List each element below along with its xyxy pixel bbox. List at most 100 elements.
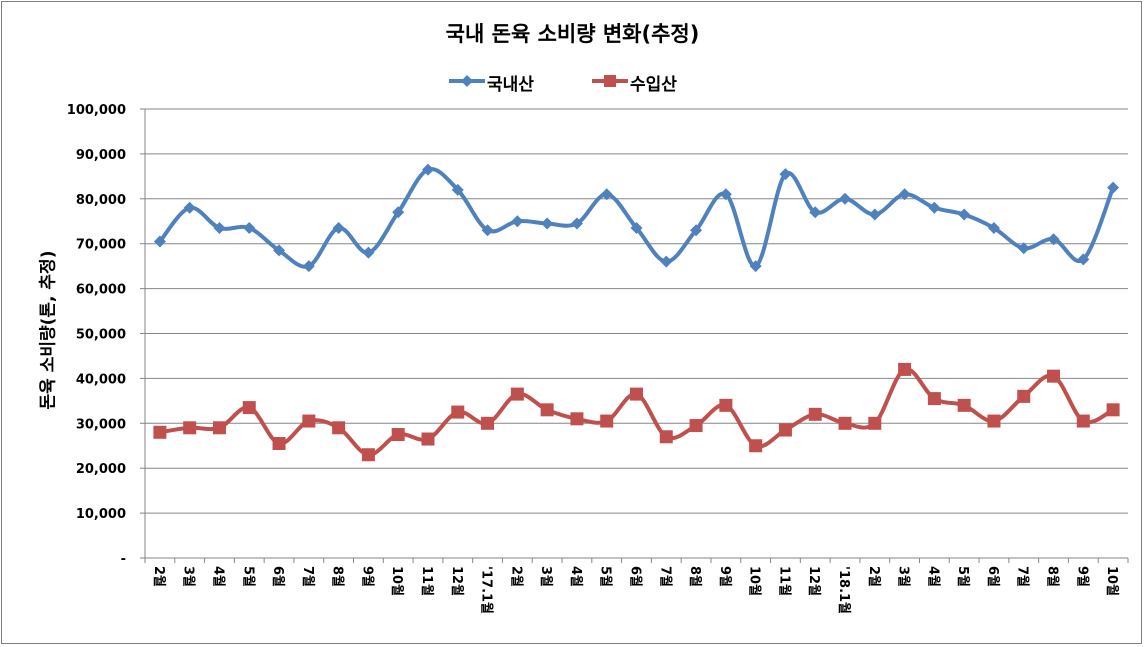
data-point-1: [302, 414, 316, 428]
data-point-1: [659, 430, 673, 444]
data-point-1: [689, 419, 703, 433]
x-tick-label: 3월: [896, 566, 912, 587]
data-point-0: [451, 183, 464, 196]
series-line-0: [158, 167, 1115, 269]
x-tick-label: 3월: [538, 566, 554, 587]
series-lines: [158, 167, 1115, 457]
data-point-1: [272, 437, 286, 451]
data-point-1: [570, 412, 584, 426]
x-tick-label: 2월: [151, 566, 167, 587]
y-tick-label: 10,000: [76, 507, 126, 522]
data-point-0: [153, 235, 166, 248]
x-tick-label: 10월: [1104, 566, 1120, 596]
data-point-1: [838, 416, 852, 430]
data-point-0: [719, 188, 732, 201]
x-tick-label: 7월: [657, 566, 673, 587]
x-tick-label: 4월: [568, 566, 584, 587]
x-tick-label: 9월: [359, 566, 375, 587]
y-tick-label: 30,000: [76, 417, 126, 432]
data-point-1: [987, 414, 1001, 428]
data-point-0: [1047, 233, 1060, 246]
x-tick-label: 5월: [240, 566, 256, 587]
data-point-0: [392, 206, 405, 219]
data-point-0: [302, 260, 315, 273]
data-point-0: [809, 206, 822, 219]
x-tick-label: 2월: [508, 566, 524, 587]
data-point-0: [570, 217, 583, 230]
data-point-1: [778, 423, 792, 437]
x-tick-label: '17.1월: [479, 566, 495, 614]
data-point-0: [243, 221, 256, 234]
data-point-1: [242, 401, 256, 415]
data-point-0: [779, 168, 792, 181]
data-point-0: [183, 201, 196, 214]
y-tick-label: 60,000: [76, 283, 126, 298]
data-point-1: [1106, 403, 1120, 417]
data-point-0: [511, 215, 524, 228]
series-markers: [153, 163, 1120, 462]
data-point-0: [1107, 181, 1120, 194]
data-point-1: [957, 398, 971, 412]
data-point-0: [481, 224, 494, 237]
data-point-1: [868, 416, 882, 430]
gridlines: [145, 108, 1128, 514]
x-tick-label: 6월: [270, 566, 286, 587]
x-tick-label: 6월: [628, 566, 644, 587]
data-point-0: [332, 221, 345, 234]
data-point-0: [958, 208, 971, 221]
y-tick-label: -: [121, 552, 126, 567]
y-tick-label: 40,000: [76, 372, 126, 387]
x-tick-label: '18.1월: [836, 566, 852, 614]
x-tick-labels: 2월 3월 4월 5월 6월 7월 8월 9월 10월 11월 12월 '17.1월 2월 3월 4월 5월 6…: [151, 566, 1120, 614]
x-tick-label: 5월: [955, 566, 971, 587]
x-tick-label: 6월: [985, 566, 1001, 587]
data-point-1: [332, 421, 346, 435]
data-point-0: [868, 208, 881, 221]
x-tick-label: 10월: [747, 566, 763, 596]
data-point-1: [212, 421, 226, 435]
data-point-0: [839, 192, 852, 205]
chart-title: 국내 돈육 소비량 변화(추정): [445, 22, 700, 46]
data-point-0: [1017, 242, 1030, 255]
data-point-0: [928, 201, 941, 214]
x-tick-label: 3월: [181, 566, 197, 587]
x-tick-label: 9월: [1074, 566, 1090, 587]
x-tick-label: 8월: [330, 566, 346, 587]
data-point-1: [510, 387, 524, 401]
data-point-1: [481, 416, 495, 430]
data-point-0: [600, 188, 613, 201]
data-point-0: [1077, 253, 1090, 266]
series-line-1: [159, 367, 1115, 457]
y-tick-label: 80,000: [76, 193, 126, 208]
data-point-1: [630, 387, 643, 401]
data-point-1: [927, 392, 941, 406]
data-point-0: [749, 260, 762, 273]
x-tick-label: 11월: [419, 566, 435, 596]
x-tick-label: 7월: [300, 566, 316, 587]
data-point-0: [541, 217, 554, 230]
x-tick-label: 12월: [449, 566, 465, 596]
y-tick-label: 20,000: [76, 462, 126, 477]
legend-label-domestic: 국내산: [487, 75, 534, 95]
data-point-0: [660, 255, 673, 268]
x-tick-label: 4월: [925, 566, 941, 587]
data-point-1: [153, 425, 167, 439]
x-tick-label: 9월: [717, 566, 733, 587]
data-point-1: [391, 428, 405, 442]
data-point-1: [749, 439, 763, 453]
x-tick-label: 8월: [687, 566, 703, 587]
data-point-1: [600, 414, 614, 428]
legend-marker-domestic: [449, 75, 485, 87]
data-point-1: [1076, 414, 1090, 428]
data-point-1: [540, 403, 554, 417]
y-tick-label: 50,000: [76, 328, 126, 343]
x-tick-label: 8월: [1045, 566, 1061, 587]
data-point-1: [808, 407, 822, 421]
data-point-1: [361, 448, 375, 462]
data-point-0: [362, 246, 375, 259]
data-point-0: [630, 221, 643, 234]
legend-label-imported: 수입산: [630, 75, 677, 95]
x-tick-label: 10월: [389, 566, 405, 596]
